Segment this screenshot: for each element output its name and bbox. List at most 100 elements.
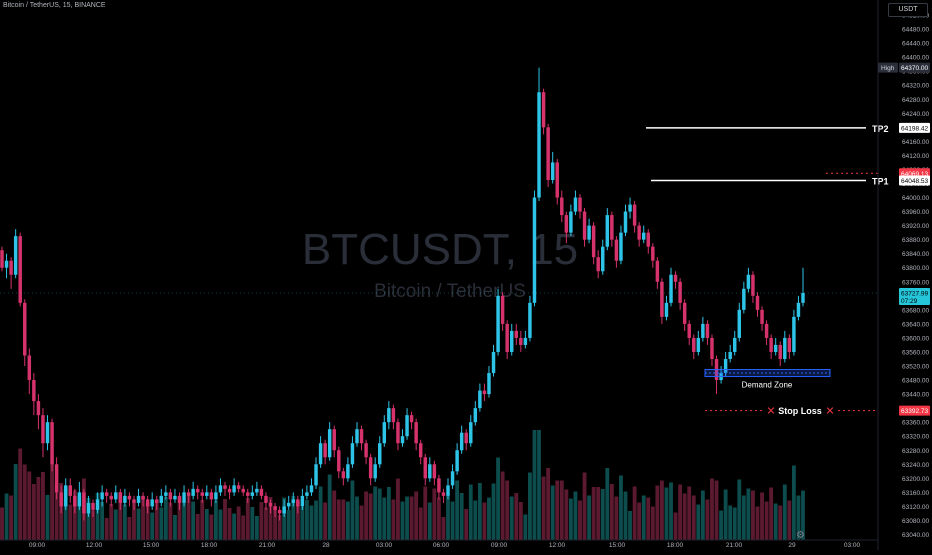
candle-body [687, 323, 691, 338]
demand-zone-box [704, 369, 831, 378]
volume-bar [596, 487, 601, 540]
volume-bar [582, 472, 587, 540]
candle-body [778, 344, 782, 359]
candle-body [227, 488, 232, 493]
volume-bar [578, 500, 582, 540]
candle-body [9, 260, 13, 275]
close-icon: ✕ [825, 405, 834, 418]
candle-body [601, 246, 605, 272]
candle-body [637, 225, 641, 240]
candle-body [100, 492, 104, 500]
price-tick-label: 64120.00 [902, 153, 929, 160]
candle-body [414, 422, 418, 444]
candle-body [733, 337, 737, 352]
candle-body [214, 492, 218, 500]
time-tick-label: 18:00 [667, 542, 684, 549]
candle-body [177, 495, 182, 503]
volume-bar [591, 487, 596, 540]
volume-bar [423, 486, 428, 540]
candle-body [437, 478, 441, 493]
tp1-label: TP1 [872, 177, 889, 187]
candle-body [173, 495, 177, 500]
candle-body [150, 499, 154, 507]
candle-body [182, 492, 186, 503]
volume-bar [468, 484, 473, 540]
candle-body [132, 499, 136, 503]
volume-bar [509, 496, 514, 540]
candle-body [505, 323, 509, 352]
volume-bar [154, 502, 159, 540]
candle-body [509, 330, 514, 352]
candle-body [405, 415, 409, 437]
volume-bar [282, 497, 287, 540]
candle-body [232, 485, 236, 493]
candle-body [286, 502, 291, 507]
candle-body [68, 485, 72, 496]
volume-bar [400, 501, 405, 540]
candle-body [168, 492, 173, 500]
candle-body [692, 337, 696, 352]
candle-body [205, 492, 209, 496]
volume-bar [537, 430, 541, 540]
volume-bar [764, 501, 769, 540]
candle-body [0, 250, 4, 268]
candle-body [537, 92, 541, 198]
volume-bar [550, 485, 555, 540]
volume-bar [414, 491, 419, 540]
volume-bar [532, 430, 537, 540]
time-tick-label: 21:00 [726, 542, 743, 549]
volume-bar [432, 488, 437, 540]
time-tick-label: 03:00 [844, 542, 861, 549]
currency-button[interactable]: USDT [888, 3, 928, 17]
candle-body [318, 443, 323, 465]
price-tick-label: 63520.00 [902, 364, 929, 371]
candle-body [573, 197, 578, 212]
candle-body [341, 471, 346, 479]
time-tick-label: 18:00 [201, 542, 218, 549]
volume-bar [787, 500, 792, 540]
price-tick-label: 63200.00 [902, 476, 929, 483]
volume-bar [359, 505, 364, 540]
volume-bar [77, 496, 82, 540]
price-tick-label: 63080.00 [902, 518, 929, 525]
candle-body [651, 246, 655, 261]
candle-body [59, 492, 63, 507]
candle-body [628, 204, 632, 212]
volume-bar [0, 507, 4, 540]
candle-body [555, 162, 559, 198]
watermark-ticker: BTCUSDT, 15 [302, 225, 578, 274]
volume-bar [600, 489, 605, 540]
price-tick-label: 64480.00 [902, 27, 929, 34]
candle-body [418, 443, 423, 458]
volume-bar [54, 483, 59, 540]
gear-icon[interactable]: ⚙ [796, 530, 805, 541]
volume-bar [268, 497, 273, 540]
volume-bar [755, 506, 760, 540]
candle-body [478, 390, 482, 409]
volume-bar [177, 497, 182, 540]
candle-body [582, 211, 587, 240]
volume-bar [546, 468, 551, 540]
price-tick-label: 63800.00 [902, 265, 929, 272]
price-tick-label: 64240.00 [902, 111, 929, 118]
candle-body [546, 127, 550, 180]
volume-bar [9, 495, 14, 540]
volume-bar [796, 495, 801, 540]
volume-bar [18, 448, 23, 540]
candle-body [296, 499, 300, 507]
volume-bar [341, 499, 346, 540]
candle-body [541, 92, 546, 128]
price-tick-label: 64160.00 [902, 139, 929, 146]
volume-bar [386, 487, 391, 540]
volume-bar [31, 484, 36, 540]
volume-bar [195, 514, 200, 540]
price-tick-label: 64440.00 [902, 41, 929, 48]
volume-bar [254, 516, 259, 540]
volume-bar [555, 480, 560, 540]
candle-body [751, 274, 755, 296]
volume-bar [514, 493, 519, 540]
candle-body [550, 162, 555, 180]
candle-body [291, 499, 296, 503]
